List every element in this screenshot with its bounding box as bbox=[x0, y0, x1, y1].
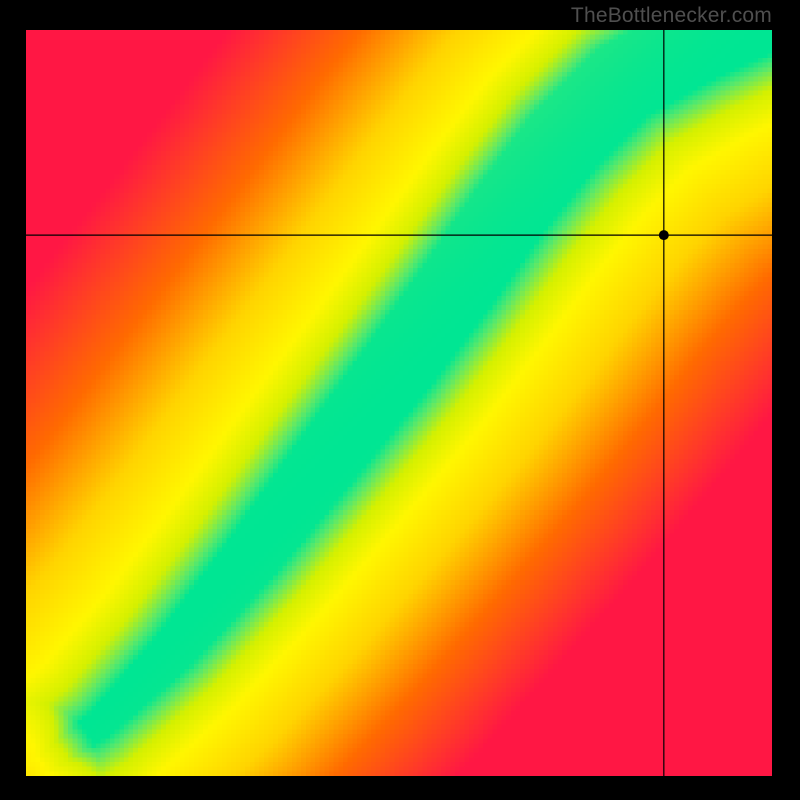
chart-container: TheBottlenecker.com bbox=[0, 0, 800, 800]
bottleneck-heatmap bbox=[26, 30, 772, 776]
watermark-text: TheBottlenecker.com bbox=[571, 4, 772, 28]
